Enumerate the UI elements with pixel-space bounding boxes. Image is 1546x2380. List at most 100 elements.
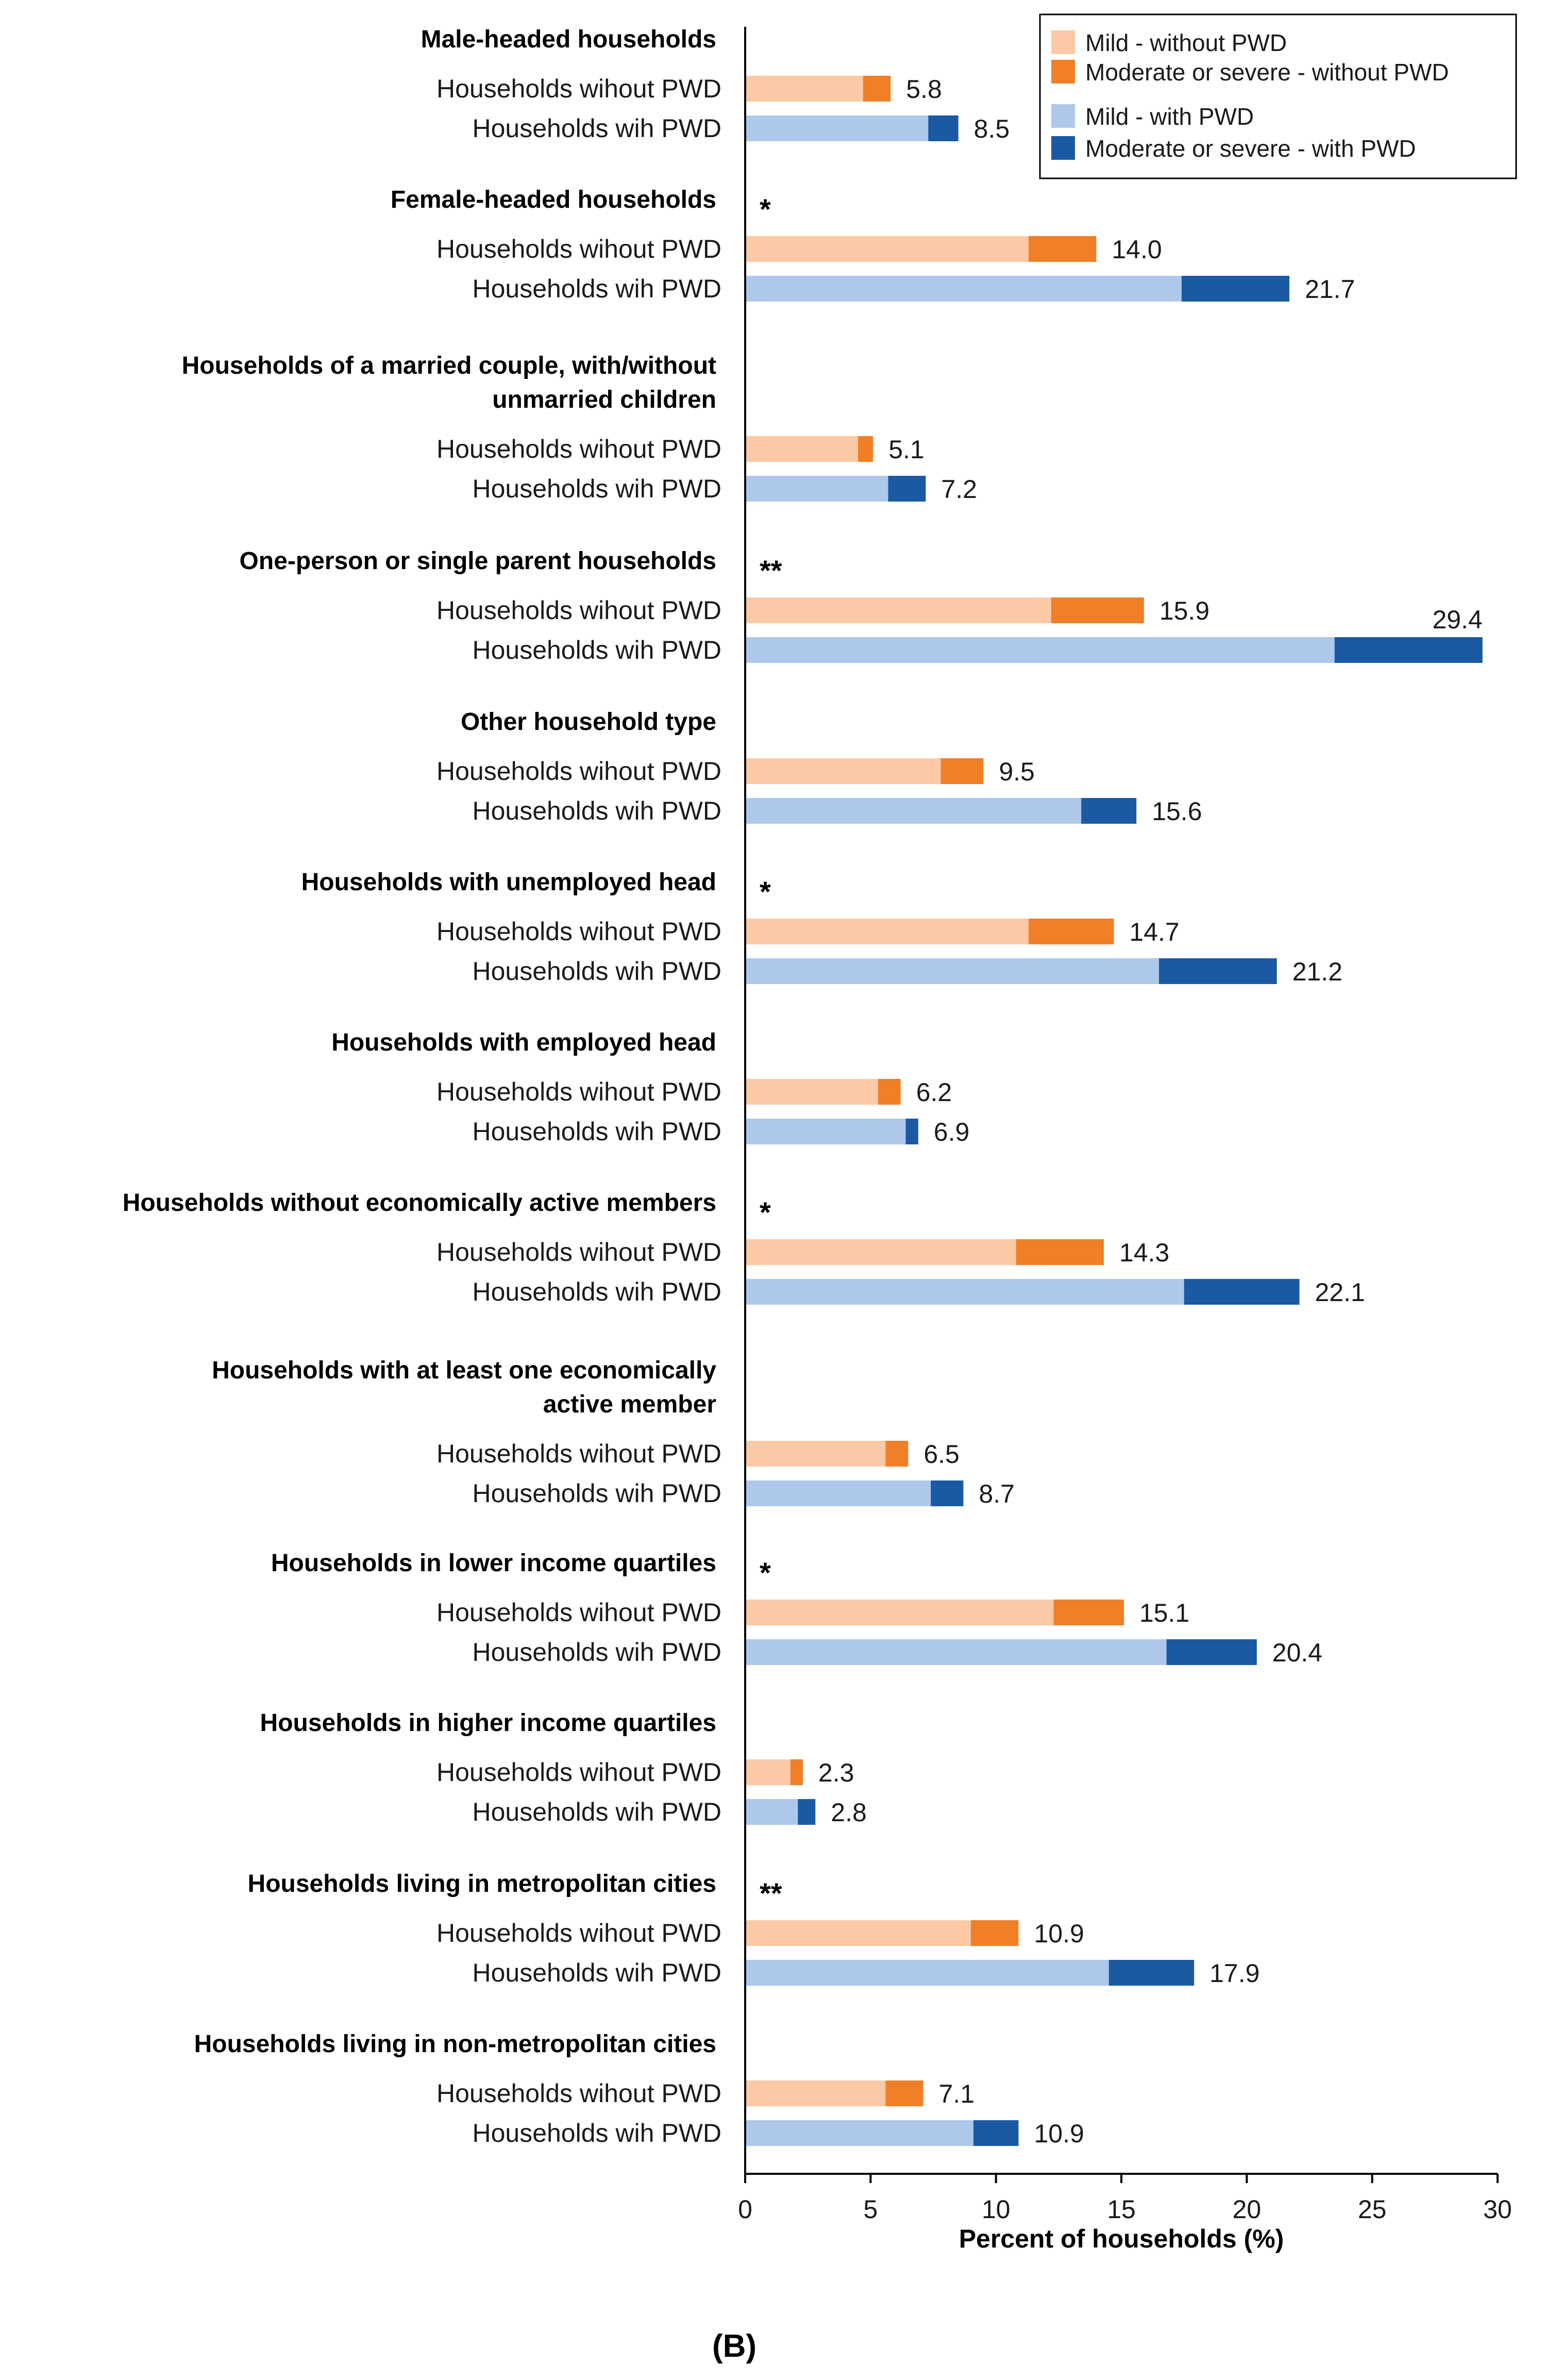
legend-swatch [1051,104,1075,128]
x-tick-label: 15 [1107,2195,1136,2224]
bar-mild-without-pwd [745,2081,886,2106]
row-label: Households wihout PWD [436,1598,721,1627]
bar-mild-without-pwd [745,919,1029,944]
row-label: Households wih PWD [472,274,721,303]
data-label: 2.8 [831,1798,867,1827]
bar-mild-with-pwd [745,1119,906,1144]
legend-label: Moderate or severe - without PWD [1085,59,1449,86]
bar-moderate-severe-with-pwd [1181,276,1290,302]
bar-moderate-severe-with-pwd [1108,1960,1195,1986]
data-label: 14.3 [1119,1238,1169,1267]
x-tick-label: 25 [1358,2195,1387,2224]
bar-moderate-severe-without-pwd [1051,597,1144,623]
bar-mild-without-pwd [745,758,941,784]
data-label: 29.4 [1432,605,1482,634]
bar-mild-with-pwd [745,2120,973,2146]
data-label: 6.9 [934,1118,970,1146]
x-tick-label: 30 [1483,2195,1512,2224]
bar-mild-without-pwd [745,76,863,102]
bar-mild-with-pwd [745,1279,1184,1305]
bar-moderate-severe-with-pwd [931,1480,964,1506]
bar-moderate-severe-with-pwd [798,1799,816,1825]
x-tick-label: 0 [738,2195,752,2224]
x-axis-title: Percent of households (%) [959,2224,1284,2253]
group-title: Households living in non-metropolitan ci… [194,2031,716,2058]
significance-marker: ** [760,554,782,587]
row-label: Households wih PWD [472,1798,721,1826]
row-label: Households wih PWD [472,1479,721,1508]
data-label: 15.1 [1139,1599,1189,1627]
data-label: 2.3 [818,1758,854,1787]
data-label: 10.9 [1034,1919,1084,1948]
bar-moderate-severe-without-pwd [1028,236,1097,262]
row-label: Households wih PWD [472,474,721,503]
bar-mild-with-pwd [745,1480,931,1506]
bar-moderate-severe-without-pwd [971,1920,1019,1946]
row-label: Households wih PWD [472,957,721,986]
legend-label: Moderate or severe - with PWD [1085,135,1416,162]
legend-swatch [1051,60,1075,84]
row-label: Households wih PWD [472,1958,721,1987]
row-label: Households wihout PWD [436,1919,721,1948]
row-label: Households wihout PWD [436,435,721,463]
bar-mild-with-pwd [745,1960,1109,1986]
x-tick-label: 20 [1233,2195,1262,2224]
data-label: 22.1 [1315,1278,1365,1307]
x-tick-label: 10 [982,2195,1011,2224]
legend-box [1039,13,1517,179]
group-title: Households with at least one economicall… [212,1357,716,1384]
bar-moderate-severe-without-pwd [1016,1239,1104,1265]
bar-mild-with-pwd [745,1799,798,1825]
bar-mild-with-pwd [745,1639,1167,1665]
bar-mild-with-pwd [745,798,1082,824]
row-label: Households wihout PWD [436,1439,721,1468]
group-title: Households of a married couple, with/wit… [182,352,716,379]
bar-mild-without-pwd [745,1441,886,1467]
data-label: 14.7 [1129,918,1179,946]
data-label: 9.5 [999,757,1035,786]
significance-marker: ** [760,1877,782,1909]
bar-mild-with-pwd [745,958,1159,984]
bar-moderate-severe-without-pwd [878,1079,901,1105]
data-label: 21.2 [1292,957,1342,986]
row-label: Households wihout PWD [436,74,721,103]
bar-moderate-severe-without-pwd [863,76,891,102]
row-label: Households wihout PWD [436,917,721,946]
bar-mild-with-pwd [745,276,1182,302]
bar-mild-without-pwd [745,236,1029,262]
row-label: Households wihout PWD [436,596,721,625]
significance-marker: * [760,1196,771,1228]
significance-marker: * [760,1556,771,1589]
row-label: Households wih PWD [472,1277,721,1306]
bar-moderate-severe-without-pwd [885,2081,923,2106]
legend-label: Mild - without PWD [1085,29,1287,56]
legend-swatch [1051,30,1075,54]
group-title: Households in higher income quartiles [260,1709,716,1737]
row-label: Households wihout PWD [436,1758,721,1787]
row-label: Households wih PWD [472,796,721,825]
bar-mild-without-pwd [745,436,858,462]
bar-mild-without-pwd [745,1759,791,1785]
row-label: Households wih PWD [472,2119,721,2148]
data-label: 15.6 [1152,797,1202,826]
row-label: Households wihout PWD [436,235,721,263]
bar-moderate-severe-with-pwd [1184,1279,1300,1305]
data-label: 20.4 [1272,1638,1322,1667]
row-label: Households wih PWD [472,114,721,143]
data-label: 21.7 [1305,275,1355,304]
row-label: Households wihout PWD [436,1077,721,1106]
bar-moderate-severe-without-pwd [885,1441,909,1467]
data-label: 14.0 [1112,235,1162,264]
legend-label: Mild - with PWD [1085,103,1254,130]
data-label: 10.9 [1034,2119,1084,2148]
bar-moderate-severe-without-pwd [940,758,984,784]
bar-moderate-severe-with-pwd [1159,958,1277,984]
bar-moderate-severe-with-pwd [1334,637,1483,663]
data-label: 8.7 [979,1479,1015,1508]
row-label: Households wihout PWD [436,1238,721,1267]
row-label: Households wihout PWD [436,757,721,786]
bar-mild-with-pwd [745,115,929,141]
bar-moderate-severe-with-pwd [973,2120,1019,2146]
significance-marker: * [760,193,771,225]
